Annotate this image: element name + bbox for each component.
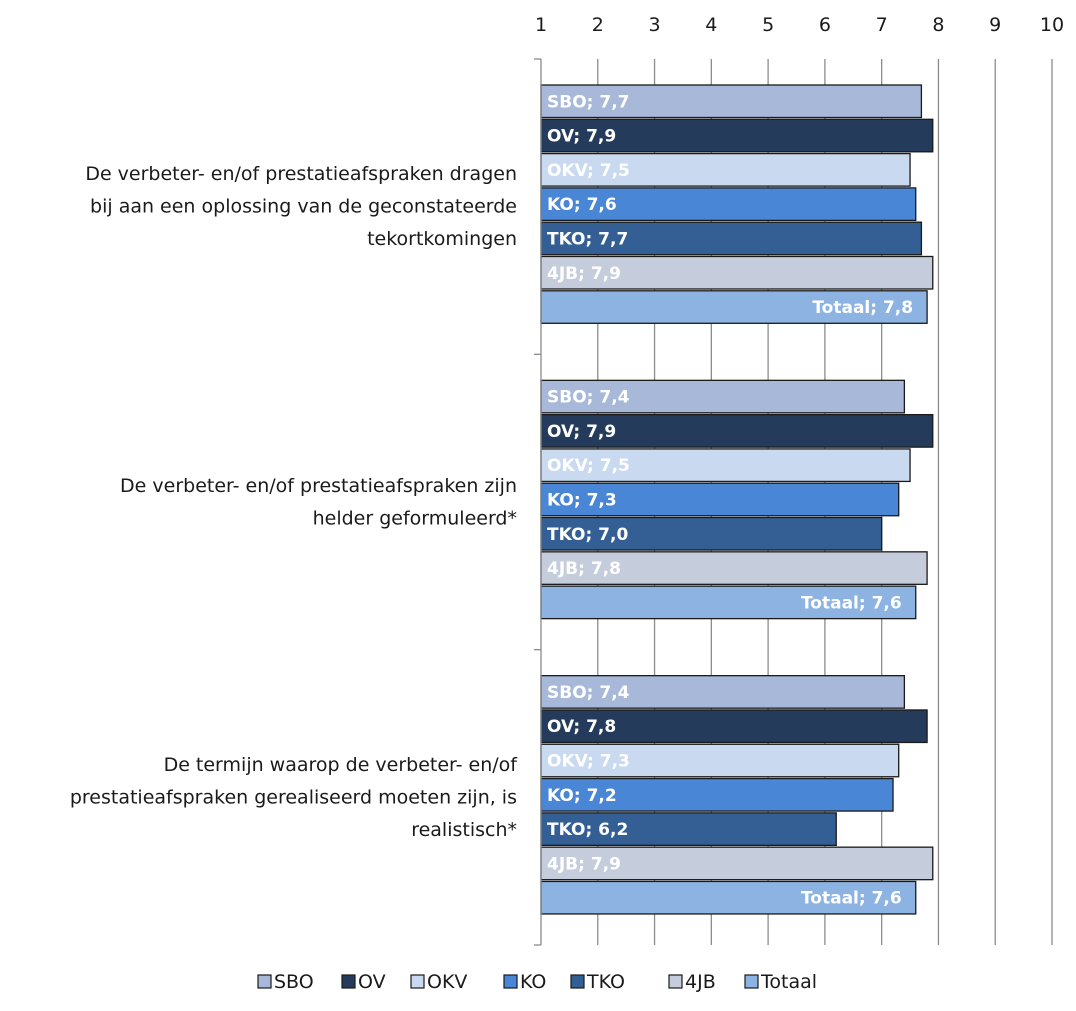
x-tick-label: 5 [762, 14, 774, 36]
legend-label: OKV [427, 971, 467, 993]
bar-data-label: Totaal; 7,8 [812, 298, 913, 318]
bar-sbo [540, 675, 906, 709]
bar-data-label: Totaal; 7,6 [801, 593, 902, 613]
bar-data-label: TKO; 7,0 [547, 525, 628, 545]
legend-label: KO [520, 971, 546, 993]
bar-ov [540, 709, 928, 744]
bar-tko [540, 516, 883, 551]
x-tick-label: 6 [819, 14, 831, 36]
bar-data-label: 4JB; 7,9 [547, 264, 621, 284]
bar-data-label: SBO; 7,4 [547, 683, 630, 703]
bar-sbo [540, 84, 923, 119]
bars: SBO; 7,7 OV; 7,9 OKV; 7,5 KO; 7,6 TKO; 7,7 4J… [540, 84, 934, 915]
bar-data-label: TKO; 6,2 [547, 820, 628, 840]
bar-data-label: KO; 7,3 [547, 490, 617, 510]
x-axis-tick-labels: 1 2 3 4 5 6 7 8 9 10 [535, 14, 1064, 36]
bar-data-label: OKV; 7,3 [547, 752, 630, 772]
bar-okv [540, 448, 911, 483]
bar-ko [540, 777, 894, 812]
category-label: De verbeter- en/of prestatieafspraken dr… [85, 163, 517, 250]
bar-tko [540, 812, 837, 847]
x-tick-label: 7 [876, 14, 888, 36]
bar-data-label: OV; 7,9 [547, 127, 616, 147]
legend-swatch-tko [570, 974, 585, 989]
bar-data-label: SBO; 7,4 [547, 388, 630, 408]
legend-label: SBO [274, 971, 314, 993]
legend-swatch-okv [410, 974, 425, 989]
legend-swatch-ko [503, 974, 518, 989]
bar-data-label: TKO; 7,7 [547, 229, 628, 249]
legend-swatch-totaal [744, 974, 759, 989]
bar-data-label: Totaal; 7,6 [801, 889, 902, 909]
bar-data-label: OV; 7,9 [547, 422, 616, 442]
bar-totaal [540, 585, 917, 620]
x-tick-label: 4 [705, 14, 717, 36]
bar-okv [540, 743, 900, 778]
bar-data-label: KO; 7,6 [547, 195, 617, 215]
legend-label: 4JB [685, 971, 716, 993]
legend-swatch-ov [341, 974, 356, 989]
bar-4jb [540, 255, 934, 290]
legend: SBO OV OKV KO TKO 4JB Totaal [257, 971, 817, 993]
bar-data-label: KO; 7,2 [547, 786, 617, 806]
bar-data-label: OV; 7,8 [547, 717, 616, 737]
x-tick-label: 10 [1040, 14, 1064, 36]
legend-label: OV [358, 971, 386, 993]
x-tick-label: 1 [535, 14, 547, 36]
bar-totaal [540, 880, 917, 915]
bar-data-label: OKV; 7,5 [547, 161, 630, 181]
legend-swatch-4jb [668, 974, 683, 989]
bar-4jb [540, 846, 934, 881]
x-tick-label: 8 [932, 14, 944, 36]
x-tick-label: 2 [592, 14, 604, 36]
legend-swatch-sbo [257, 974, 272, 989]
bar-ko [540, 187, 917, 222]
bar-data-label: OKV; 7,5 [547, 456, 630, 476]
bar-data-label: SBO; 7,7 [547, 92, 630, 112]
bar-okv [540, 152, 911, 187]
category-label: De termijn waarop de verbeter- en/of pres… [70, 754, 518, 841]
bar-totaal [540, 290, 928, 324]
x-tick-label: 3 [649, 14, 661, 36]
bar-ko [540, 482, 900, 517]
y-axis [534, 58, 542, 946]
category-labels: De verbeter- en/of prestatieafspraken dr… [70, 163, 518, 841]
legend-label: TKO [586, 971, 625, 993]
bar-sbo [540, 379, 906, 414]
x-tick-label: 9 [989, 14, 1001, 36]
legend-label: Totaal [760, 971, 817, 993]
category-label: De verbeter- en/of prestatieafspraken zi… [120, 475, 517, 530]
bar-data-label: 4JB; 7,9 [547, 854, 621, 874]
bar-data-label: 4JB; 7,8 [547, 559, 621, 579]
bar-tko [540, 221, 923, 256]
